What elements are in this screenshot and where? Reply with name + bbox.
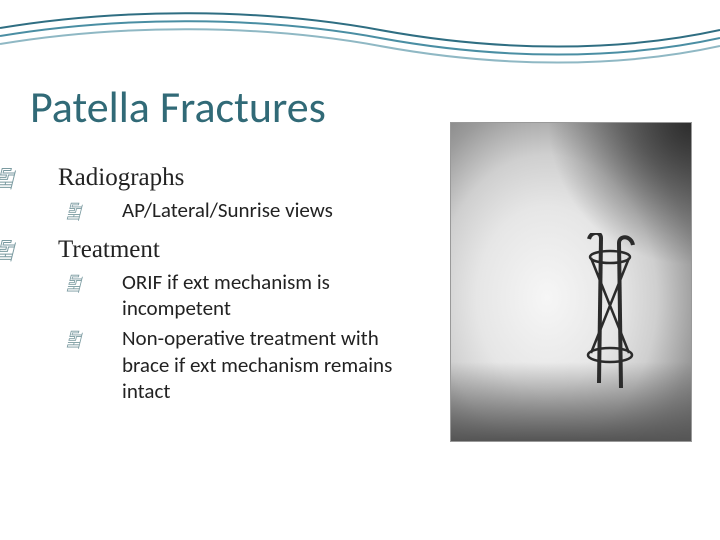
list-item-text: Non-operative treatment with brace if ex…	[122, 325, 392, 404]
list-item: ༖ORIF if ext mechanism is incompetent	[64, 269, 430, 322]
bullet-glyph-icon: ༖	[94, 325, 116, 351]
tension-band-hardware-icon	[561, 233, 661, 403]
list-item-text: AP/Lateral/Sunrise views	[122, 197, 333, 223]
section-heading: ༖Treatment ༖ORIF if ext mechanism is inc…	[30, 234, 430, 405]
radiograph-image	[450, 122, 692, 442]
list-item: ༖AP/Lateral/Sunrise views	[64, 197, 430, 223]
section-label: Treatment	[58, 236, 160, 263]
slide-container: Patella Fractures ༖Radiographs ༖AP/Later…	[0, 0, 720, 540]
list-item: ༖Non-operative treatment with brace if e…	[64, 325, 430, 404]
bullet-list-level1: ༖Radiographs ༖AP/Lateral/Sunrise views ༖…	[30, 162, 430, 404]
bullet-list-level2: ༖ORIF if ext mechanism is incompetent ༖N…	[64, 269, 430, 404]
section-label: Radiographs	[58, 164, 184, 191]
text-column: ༖Radiographs ༖AP/Lateral/Sunrise views ༖…	[30, 162, 430, 414]
list-item-text: ORIF if ext mechanism is incompetent	[122, 269, 330, 321]
bullet-glyph-icon: ༖	[30, 162, 52, 193]
section-heading: ༖Radiographs ༖AP/Lateral/Sunrise views	[30, 162, 430, 224]
bullet-list-level2: ༖AP/Lateral/Sunrise views	[64, 197, 430, 223]
bullet-glyph-icon: ༖	[94, 197, 116, 223]
content-row: ༖Radiographs ༖AP/Lateral/Sunrise views ༖…	[30, 162, 690, 442]
bullet-glyph-icon: ༖	[94, 269, 116, 295]
bullet-glyph-icon: ༖	[30, 234, 52, 265]
